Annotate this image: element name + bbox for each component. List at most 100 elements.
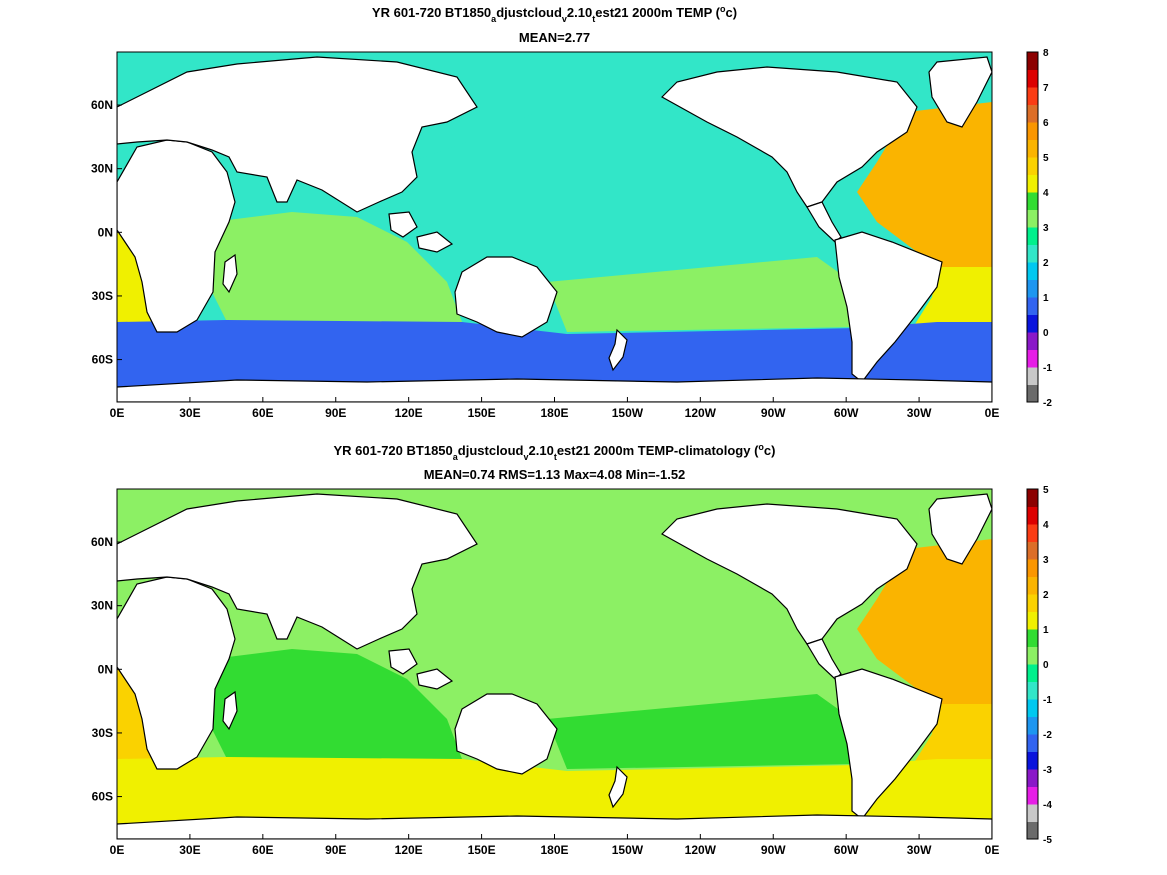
- colorbar-swatch: [1027, 751, 1038, 770]
- colorbar-swatch: [1027, 786, 1038, 805]
- colorbar-swatch: [1027, 87, 1038, 105]
- colorbar-tick-label: 1: [1043, 625, 1049, 636]
- x-tick-label: 60W: [834, 843, 859, 857]
- x-tick-label: 30E: [179, 843, 200, 857]
- y-tick-label: 0N: [98, 662, 113, 676]
- colorbar-swatch: [1027, 174, 1038, 193]
- colorbar-swatch: [1027, 541, 1038, 560]
- colorbar-swatch: [1027, 769, 1038, 787]
- colorbar-swatch: [1027, 681, 1038, 700]
- colorbar: -5 -4 -3 -2 -1 0 1 2 3 4 5: [1026, 485, 1052, 846]
- colorbar-tick-label: 8: [1043, 48, 1049, 59]
- x-tick-label: 180E: [540, 406, 568, 420]
- colorbar-tick-label: 3: [1043, 223, 1049, 234]
- x-tick-label: 0E: [110, 843, 125, 857]
- x-tick-label: 90E: [325, 406, 346, 420]
- map-area: [117, 52, 992, 402]
- region-southern-ocean: [117, 757, 992, 824]
- colorbar-tick-label: 1: [1043, 293, 1049, 304]
- y-tick-label: 30S: [92, 289, 113, 303]
- colorbar-swatch: [1027, 576, 1038, 595]
- colorbar-swatch: [1027, 349, 1038, 368]
- colorbar-swatch: [1027, 332, 1038, 350]
- colorbar-swatch: [1027, 734, 1038, 752]
- colorbar-tick-label: 0: [1043, 328, 1049, 339]
- y-tick-label: 60N: [91, 98, 113, 112]
- colorbar-frame: [1026, 51, 1039, 403]
- map-panel-1: YR 601-720 BT1850adjustcloudv2.10test21 …: [91, 4, 1052, 420]
- colorbar-swatch: [1027, 524, 1038, 542]
- colorbar-swatch: [1027, 664, 1038, 682]
- colorbar-tick-label: 2: [1043, 258, 1049, 269]
- colorbar-swatch: [1027, 559, 1038, 577]
- colorbar-swatch: [1027, 297, 1038, 315]
- map-panel-2: YR 601-720 BT1850adjustcloudv2.10test21 …: [91, 442, 1052, 857]
- colorbar-tick-label: -4: [1043, 800, 1052, 811]
- colorbar-swatch: [1027, 699, 1038, 717]
- colorbar-swatch: [1027, 279, 1038, 298]
- colorbar-frame: [1026, 488, 1039, 840]
- x-tick-label: 150E: [468, 843, 496, 857]
- colorbar-tick-label: 4: [1043, 520, 1049, 531]
- x-tick-label: 60E: [252, 406, 273, 420]
- colorbar-swatch: [1027, 367, 1038, 385]
- y-tick-label: 30N: [91, 599, 113, 613]
- x-tick-label: 120W: [685, 843, 717, 857]
- x-tick-label: 30W: [907, 843, 932, 857]
- x-tick-label: 120E: [395, 843, 423, 857]
- colorbar-swatch: [1027, 506, 1038, 525]
- x-tick-label: 150W: [612, 406, 644, 420]
- colorbar-swatch: [1027, 594, 1038, 612]
- colorbar-swatch: [1027, 821, 1038, 840]
- y-tick-label: 30N: [91, 162, 113, 176]
- region-north-atlantic: [857, 539, 992, 714]
- x-tick-label: 150W: [612, 843, 644, 857]
- colorbar-swatch: [1027, 192, 1038, 210]
- region-pacific: [397, 112, 822, 257]
- region-indian-ocean: [212, 649, 857, 769]
- colorbar-tick-label: 7: [1043, 83, 1049, 94]
- y-tick-label: 30S: [92, 726, 113, 740]
- map-area: [117, 489, 992, 839]
- chart-subtitle: MEAN=0.74 RMS=1.13 Max=4.08 Min=-1.52: [424, 467, 686, 482]
- colorbar-swatch: [1027, 646, 1038, 665]
- colorbar-tick-label: 6: [1043, 118, 1049, 129]
- colorbar-swatch: [1027, 69, 1038, 88]
- colorbar-swatch: [1027, 314, 1038, 333]
- colorbar-swatch: [1027, 122, 1038, 140]
- x-tick-label: 0E: [985, 406, 1000, 420]
- x-tick-label: 0E: [110, 406, 125, 420]
- x-tick-label: 150E: [468, 406, 496, 420]
- x-tick-label: 30E: [179, 406, 200, 420]
- chart-subtitle: MEAN=2.77: [519, 30, 590, 45]
- colorbar-swatch: [1027, 52, 1038, 70]
- x-tick-label: 120W: [685, 406, 717, 420]
- colorbar-swatch: [1027, 804, 1038, 822]
- x-tick-label: 60E: [252, 843, 273, 857]
- colorbar-tick-label: -2: [1043, 730, 1052, 741]
- colorbar-tick-label: -2: [1043, 398, 1052, 409]
- colorbar-swatch: [1027, 611, 1038, 630]
- x-tick-label: 180E: [540, 843, 568, 857]
- region-indian-ocean: [212, 212, 857, 332]
- colorbar-swatch: [1027, 384, 1038, 403]
- colorbar-tick-label: 2: [1043, 590, 1049, 601]
- colorbar-tick-label: 5: [1043, 485, 1049, 496]
- colorbar-swatch: [1027, 157, 1038, 175]
- colorbar-tick-label: -1: [1043, 695, 1052, 706]
- chart-title: YR 601-720 BT1850adjustcloudv2.10test21 …: [334, 442, 776, 462]
- chart-title: YR 601-720 BT1850adjustcloudv2.10test21 …: [372, 4, 737, 24]
- colorbar: -2 -1 0 1 2 3 4 5 6 7 8: [1026, 48, 1052, 409]
- colorbar-swatch: [1027, 489, 1038, 507]
- y-tick-label: 60S: [92, 790, 113, 804]
- colorbar-tick-label: -5: [1043, 835, 1052, 846]
- region-pacific: [397, 549, 822, 694]
- x-tick-label: 90E: [325, 843, 346, 857]
- region-southern-ocean: [117, 320, 992, 387]
- y-tick-label: 0N: [98, 225, 113, 239]
- colorbar-tick-label: -1: [1043, 363, 1052, 374]
- x-tick-label: 30W: [907, 406, 932, 420]
- colorbar-swatch: [1027, 227, 1038, 245]
- colorbar-tick-label: 4: [1043, 188, 1049, 199]
